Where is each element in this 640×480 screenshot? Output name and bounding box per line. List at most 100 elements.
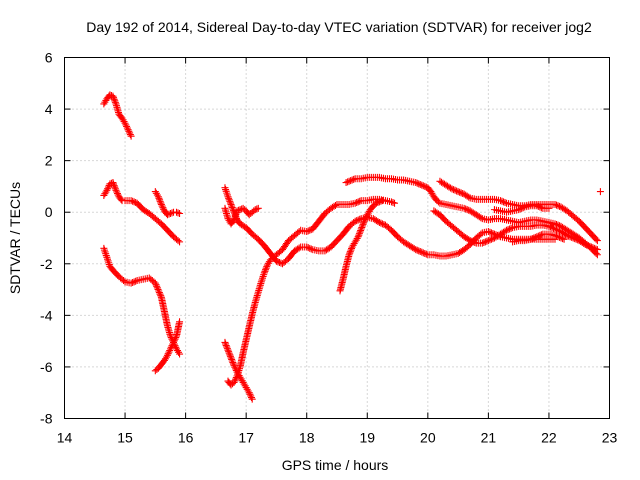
data-point-arc-h bbox=[228, 355, 236, 363]
data-point-arc-m bbox=[551, 225, 559, 233]
data-point-arc-c bbox=[155, 194, 163, 202]
data-point-arc-f bbox=[487, 229, 495, 237]
data-point-arc-a bbox=[120, 118, 128, 126]
data-point-arc-o bbox=[559, 235, 567, 243]
data-point-arc-b bbox=[117, 195, 125, 203]
data-point-arc-m bbox=[583, 241, 591, 249]
y-tick-label: 6 bbox=[45, 50, 53, 66]
data-point-arc-m bbox=[504, 226, 512, 234]
data-point-arc-j bbox=[377, 197, 385, 205]
data-point-arc-c bbox=[160, 205, 168, 213]
data-point-arc-i bbox=[303, 228, 311, 236]
data-point-arc-f bbox=[226, 197, 234, 205]
data-point-arc-f bbox=[277, 259, 285, 267]
data-point-arc-o bbox=[533, 233, 541, 241]
x-tick-label: 18 bbox=[299, 430, 315, 446]
data-point-arc-k bbox=[413, 179, 421, 187]
data-point-arc-c bbox=[154, 193, 162, 201]
data-point-arc-d bbox=[120, 277, 128, 285]
data-point-arc-l bbox=[457, 189, 465, 197]
data-point-arc-b bbox=[104, 185, 112, 193]
data-point-arc-a bbox=[123, 122, 131, 130]
data-point-arc-f bbox=[223, 189, 231, 197]
data-point-arc-k bbox=[347, 177, 355, 185]
data-point-arc-j bbox=[375, 198, 383, 206]
data-point-arc-h bbox=[247, 392, 255, 400]
data-point-arc-f bbox=[422, 250, 430, 258]
data-point-arc-i bbox=[263, 263, 271, 271]
data-point-arc-f bbox=[222, 186, 230, 194]
data-point-arc-h bbox=[245, 389, 253, 397]
data-point-arc-k bbox=[460, 204, 468, 212]
data-point-arc-a bbox=[106, 91, 114, 99]
data-point-arc-i bbox=[230, 378, 238, 386]
data-point-arc-j bbox=[360, 219, 368, 227]
data-point-arc-d bbox=[102, 252, 110, 260]
data-point-arc-n bbox=[537, 204, 545, 212]
data-point-arc-d bbox=[127, 279, 135, 287]
data-point-arc-b bbox=[176, 238, 184, 246]
data-point-arc-i bbox=[262, 266, 270, 274]
data-point-arc-j bbox=[356, 228, 364, 236]
x-tick-label: 19 bbox=[359, 430, 375, 446]
data-point-arc-o bbox=[553, 232, 561, 240]
data-point-arc-d bbox=[152, 281, 160, 289]
data-point-arc-f bbox=[272, 257, 280, 265]
data-point-arc-i bbox=[391, 199, 399, 207]
data-point-arc-f bbox=[377, 219, 385, 227]
data-point-arc-c bbox=[156, 197, 164, 205]
data-point-arc-i bbox=[351, 199, 359, 207]
data-point-arc-b bbox=[127, 197, 135, 205]
data-point-arc-l bbox=[454, 188, 462, 196]
data-point-arc-e bbox=[166, 345, 174, 353]
data-point-arc-d bbox=[157, 292, 165, 300]
data-point-arc-a bbox=[111, 97, 119, 105]
data-point-arc-c bbox=[163, 211, 171, 219]
data-point-arc-m bbox=[507, 224, 515, 232]
y-tick-label: 0 bbox=[45, 204, 53, 220]
data-point-arc-i bbox=[257, 278, 265, 286]
data-point-arc-m bbox=[486, 236, 494, 244]
data-point-arc-o bbox=[556, 233, 564, 241]
data-point-arc-m bbox=[593, 246, 601, 254]
data-point-arc-b bbox=[110, 180, 118, 188]
data-point-arc-i bbox=[304, 227, 312, 235]
data-point-arc-f bbox=[226, 199, 234, 207]
data-point-arc-k bbox=[419, 182, 427, 190]
data-point-arc-h bbox=[229, 359, 237, 367]
data-point-arc-k bbox=[344, 178, 352, 186]
data-point-arc-h bbox=[228, 357, 236, 365]
data-point-arc-k bbox=[416, 180, 424, 188]
data-point-arc-f bbox=[416, 248, 424, 256]
data-point-arc-a bbox=[122, 121, 130, 129]
data-point-arc-d bbox=[100, 244, 108, 252]
data-point-arc-j bbox=[361, 216, 369, 224]
data-point-arc-l bbox=[497, 197, 504, 205]
data-point-arc-f bbox=[374, 218, 382, 226]
data-point-arc-l bbox=[593, 237, 601, 245]
data-point-arc-j bbox=[354, 233, 362, 241]
y-tick-label: -2 bbox=[40, 256, 53, 272]
data-point-arc-i bbox=[260, 271, 268, 279]
data-point-arc-i bbox=[262, 264, 270, 272]
data-point-arc-j bbox=[345, 251, 353, 259]
data-point-arc-m bbox=[549, 224, 557, 232]
data-point-arc-f bbox=[351, 217, 359, 225]
data-point-arc-a bbox=[111, 98, 119, 106]
y-axis-label: SDTVAR / TECUs bbox=[7, 182, 23, 294]
data-point-arc-i bbox=[231, 377, 239, 385]
data-point-arc-c bbox=[153, 191, 161, 199]
data-point-arc-k bbox=[350, 175, 358, 183]
data-point-arc-h bbox=[225, 348, 233, 356]
data-point-arc-f bbox=[412, 246, 420, 254]
data-point-arc-k bbox=[412, 179, 420, 187]
data-point-arc-j bbox=[358, 222, 366, 230]
data-point-arc-n bbox=[534, 202, 542, 210]
data-point-arc-m bbox=[562, 230, 570, 238]
data-point-arc-o bbox=[530, 234, 538, 242]
data-point-arc-m bbox=[563, 231, 571, 239]
data-point-arc-d bbox=[151, 279, 159, 287]
data-point-arc-n bbox=[533, 202, 541, 210]
data-point-arc-o bbox=[554, 233, 562, 241]
